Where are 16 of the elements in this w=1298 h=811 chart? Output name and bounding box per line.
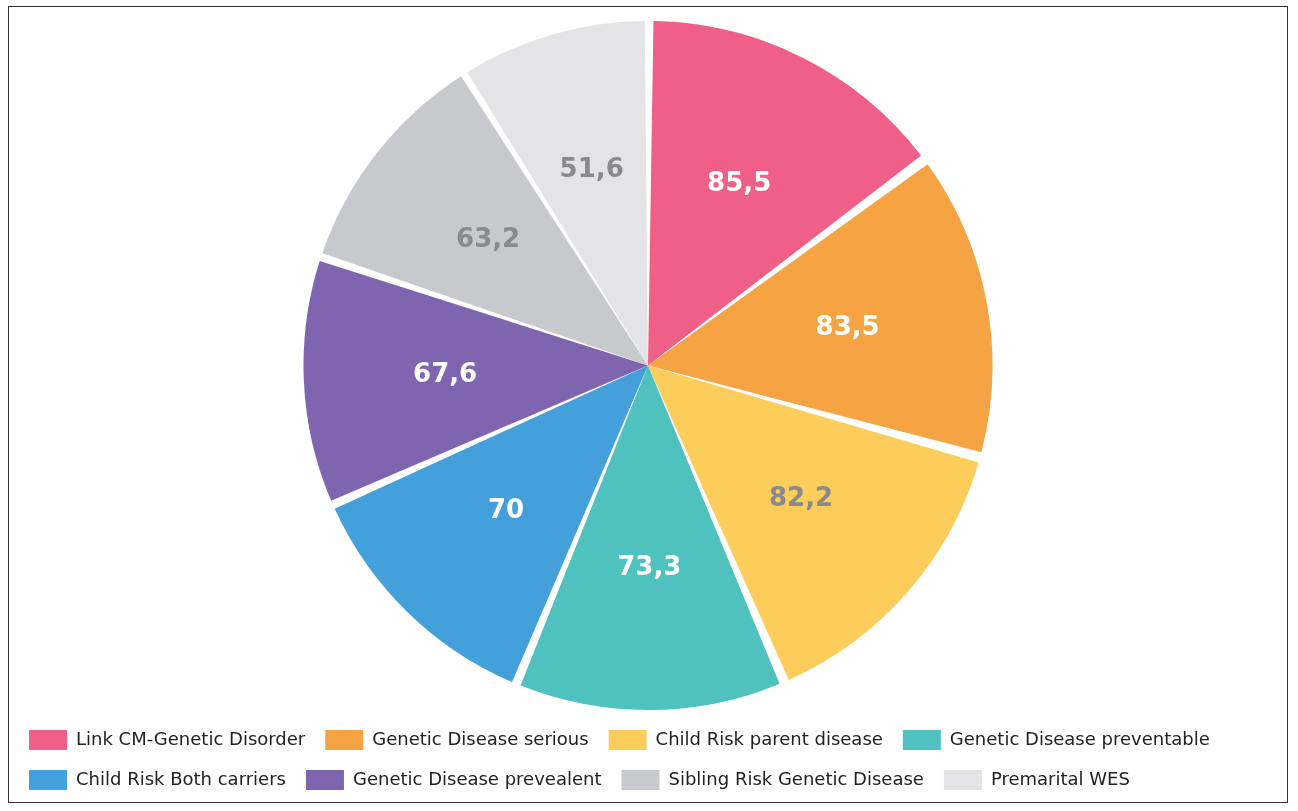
data-label: 85,5 <box>707 166 772 197</box>
data-label: 63,2 <box>456 222 521 253</box>
legend-label: Genetic Disease serious <box>372 727 589 749</box>
legend-label: Child Risk parent disease <box>655 727 883 749</box>
data-label: 67,6 <box>413 357 478 388</box>
legend-label: Child Risk Both carriers <box>76 767 286 789</box>
legend-label: Link CM-Genetic Disorder <box>76 727 306 749</box>
legend-label: Sibling Risk Genetic Disease <box>668 767 924 789</box>
data-label: 70 <box>487 493 525 524</box>
data-label: 83,5 <box>815 310 880 341</box>
legend-label: Genetic Disease prevealent <box>352 767 602 789</box>
data-label: 51,6 <box>559 153 624 184</box>
data-label: 82,2 <box>768 481 834 512</box>
legend-label: Premarital WES <box>990 767 1130 789</box>
legend-label: Genetic Disease preventable <box>949 727 1210 749</box>
data-label: 73,3 <box>617 551 682 582</box>
